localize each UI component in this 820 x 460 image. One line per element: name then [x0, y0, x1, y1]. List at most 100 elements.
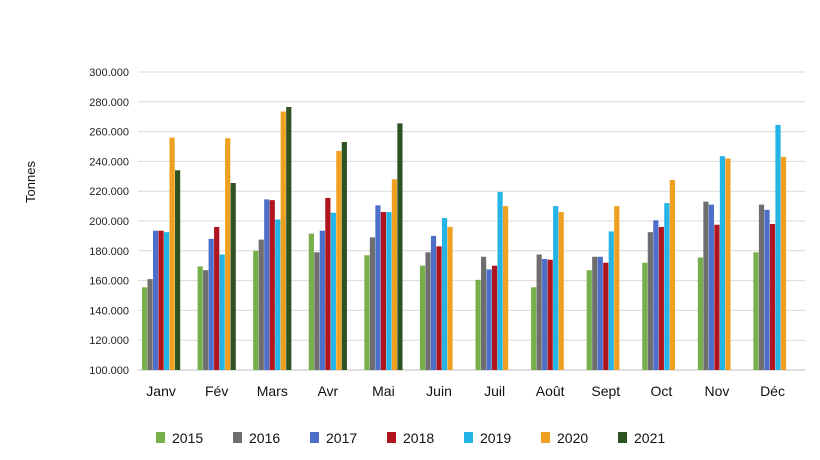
- bar-2020-Juil: [503, 206, 509, 370]
- bar-2017-Juin: [430, 235, 437, 370]
- bar-2017-Août: [542, 258, 548, 370]
- x-category-label: Août: [536, 383, 565, 399]
- bar-2017-Oct: [653, 220, 659, 370]
- bar-2016-Août: [536, 254, 542, 370]
- bar-2015-Avr: [308, 233, 314, 370]
- bar-2016-Oct: [647, 232, 653, 370]
- bar-2015-Juin: [419, 265, 426, 370]
- bar-2015-Mars: [253, 250, 259, 370]
- bar-2016-Janv: [147, 279, 153, 370]
- bar-2018-Déc: [769, 223, 776, 370]
- bar-2019-Juil: [497, 191, 503, 370]
- bar-2016-Juin: [425, 252, 431, 370]
- bar-2019-Fév: [219, 254, 225, 370]
- bar-2017-Fév: [208, 238, 214, 370]
- bar-2019-Nov: [719, 156, 726, 370]
- bar-2015-Déc: [753, 252, 759, 370]
- bar-2018-Juil: [492, 265, 498, 370]
- x-category-label: Juin: [426, 383, 452, 399]
- x-axis-categories: Janv Fév Mars Avr Mai Juin Juil Août Sept Oct Nov D…: [146, 383, 785, 399]
- bar-2015-Nov: [697, 257, 704, 370]
- bar-2016-Avr: [314, 252, 320, 370]
- x-category-label: Nov: [704, 383, 729, 399]
- legend-label: 2020: [557, 430, 588, 446]
- x-category-label: Avr: [317, 383, 338, 399]
- bar-2018-Oct: [658, 226, 664, 370]
- bar-2020-Sept: [614, 206, 620, 370]
- bar-2017-Nov: [708, 204, 715, 370]
- x-category-label: Oct: [650, 383, 672, 399]
- legend-label: 2018: [403, 430, 434, 446]
- bar-2017-Mars: [264, 199, 270, 370]
- bar-2020-Janv: [169, 137, 175, 370]
- bar-2018-Fév: [214, 226, 220, 370]
- bar-2018-Mars: [269, 200, 275, 370]
- bar-2019-Mai: [386, 212, 392, 370]
- legend-label: 2019: [480, 430, 511, 446]
- y-tick-label: 100.000: [89, 365, 129, 377]
- bar-2018-Sept: [603, 262, 609, 370]
- bar-2015-Fév: [197, 266, 203, 370]
- bar-2017-Déc: [764, 209, 770, 370]
- bar-2020-Juin: [447, 226, 453, 370]
- bar-2019-Janv: [164, 232, 170, 370]
- bar-2019-Mars: [275, 219, 281, 370]
- bar-2020-Oct: [669, 180, 675, 370]
- y-axis-label: Tonnes: [23, 161, 38, 203]
- x-category-label: Déc: [760, 383, 785, 399]
- bar-2018-Nov: [714, 224, 720, 370]
- bar-2017-Mai: [375, 205, 381, 370]
- bar-2018-Juin: [436, 246, 442, 370]
- bar-2017-Avr: [319, 230, 325, 370]
- y-axis-ticks: 100.000 120.000 140.000 160.000 180.000 200.0…: [89, 67, 129, 377]
- bar-2017-Janv: [153, 230, 159, 370]
- bar-2017-Sept: [597, 256, 603, 370]
- bar-2018-Janv: [158, 230, 164, 370]
- x-category-label: Janv: [146, 383, 176, 399]
- y-tick-label: 260.000: [89, 127, 129, 139]
- bar-2016-Déc: [758, 204, 765, 370]
- legend-swatch-2015: [156, 432, 165, 443]
- bar-2020-Nov: [725, 158, 731, 370]
- bar-2015-Oct: [642, 262, 648, 370]
- legend-label: 2021: [634, 430, 665, 446]
- bar-2021-Janv: [175, 170, 181, 370]
- x-category-label: Mars: [257, 383, 288, 399]
- bar-2015-Sept: [586, 270, 592, 370]
- bar-2021-Mai: [397, 123, 403, 370]
- y-tick-label: 220.000: [89, 186, 129, 198]
- y-tick-label: 280.000: [89, 97, 129, 109]
- bar-2019-Avr: [330, 212, 336, 370]
- bar-2019-Déc: [775, 124, 781, 371]
- bar-2018-Mai: [380, 212, 387, 370]
- bar-2017-Juil: [486, 269, 492, 370]
- bar-2015-Mai: [364, 255, 370, 370]
- legend-label: 2015: [172, 430, 203, 446]
- bar-2020-Fév: [225, 138, 231, 370]
- bar-2019-Oct: [664, 203, 670, 370]
- gridlines: [138, 71, 805, 371]
- bar-2021-Avr: [341, 142, 347, 370]
- y-tick-label: 300.000: [89, 67, 129, 79]
- bar-2020-Avr: [336, 150, 342, 370]
- legend-swatch-2018: [387, 432, 396, 443]
- bar-2015-Août: [531, 287, 537, 370]
- legend-label: 2017: [326, 430, 357, 446]
- bar-2016-Fév: [203, 270, 209, 370]
- y-tick-label: 180.000: [89, 246, 129, 258]
- x-category-label: Mai: [372, 383, 395, 399]
- bar-2015-Janv: [142, 287, 148, 370]
- legend-swatch-2017: [310, 432, 319, 443]
- bar-2018-Avr: [325, 197, 331, 370]
- legend-swatch-2020: [541, 432, 550, 443]
- bars: [142, 107, 787, 371]
- legend-swatch-2019: [464, 432, 473, 443]
- bar-2019-Juin: [441, 218, 448, 370]
- bar-2019-Août: [553, 206, 559, 370]
- bar-2016-Mars: [258, 239, 264, 370]
- legend-swatch-2016: [233, 432, 242, 443]
- y-tick-label: 160.000: [89, 276, 129, 288]
- y-tick-label: 200.000: [89, 216, 129, 228]
- bar-2018-Août: [547, 259, 553, 370]
